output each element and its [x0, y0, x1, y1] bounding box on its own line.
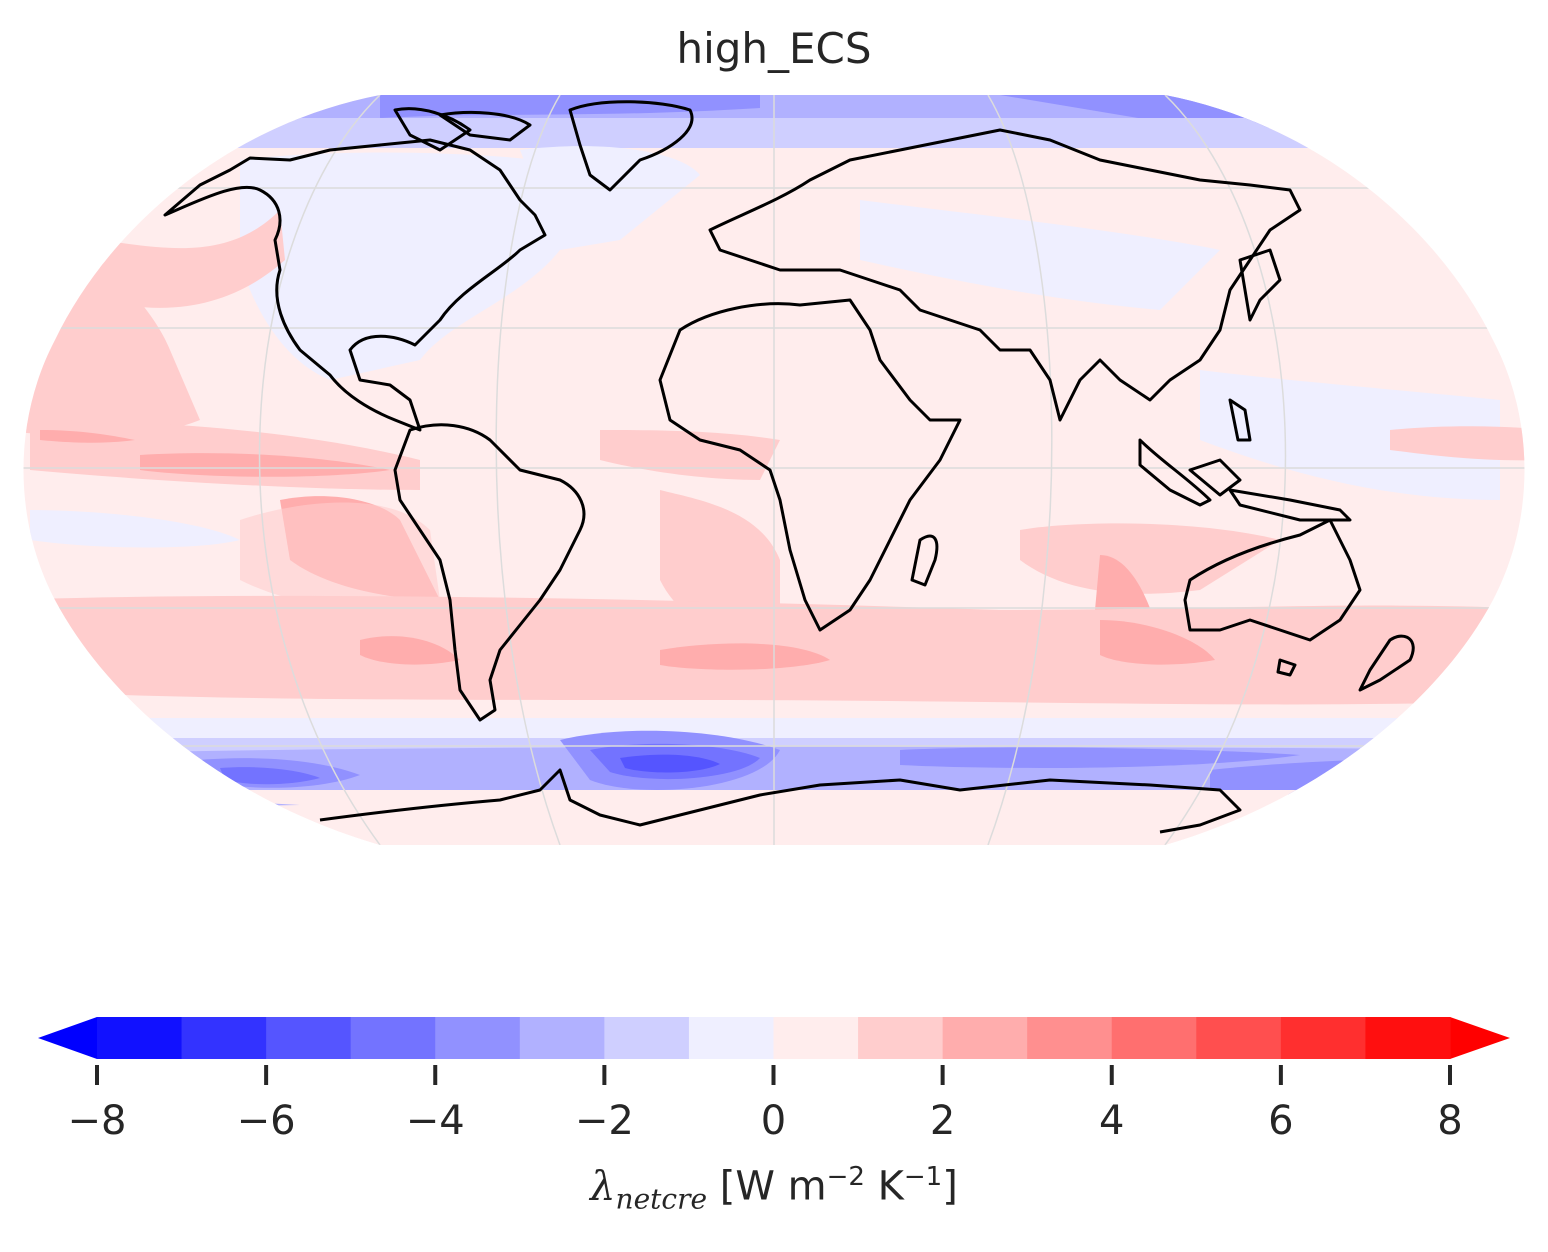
- colorbar: [38, 1017, 1510, 1085]
- colorbar-segment: [181, 1017, 267, 1059]
- colorbar-under-triangle: [38, 1017, 97, 1059]
- coast-north-america: [163, 138, 547, 432]
- colorbar-segment: [519, 1017, 605, 1059]
- colorbar-tick-label: 8: [1437, 1098, 1463, 1144]
- colorbar-segment: [688, 1017, 775, 1059]
- coast-africa: [658, 298, 962, 632]
- colorbar-segment: [1280, 1017, 1367, 1059]
- colorbar-tick-label: 6: [1268, 1098, 1294, 1144]
- coastlines: [163, 100, 1415, 834]
- colorbar-tick-label: −6: [236, 1098, 296, 1144]
- coast-antarctica: [319, 768, 1242, 834]
- coast-europe: [708, 128, 1302, 422]
- colorbar-tick-label: −4: [405, 1098, 465, 1144]
- colorbar-segment: [1365, 1017, 1451, 1059]
- colorbar-tick-label: −2: [574, 1098, 634, 1144]
- colorbar-tick-label: 4: [1099, 1098, 1125, 1144]
- coast-australia: [1183, 518, 1362, 642]
- colorbar-segment: [604, 1017, 690, 1059]
- map-title: high_ECS: [676, 24, 872, 73]
- colorbar-over-triangle: [1450, 1017, 1510, 1059]
- coast-greenland: [568, 100, 694, 192]
- eurasia-region: [860, 200, 1220, 310]
- colorbar-tick-label: −8: [67, 1098, 127, 1144]
- colorbar-segment: [858, 1017, 944, 1059]
- colorbar-segment: [266, 1017, 352, 1059]
- colorbar-segment: [1027, 1017, 1113, 1059]
- colorbar-label: λnetcre [W m−2 K−1]: [590, 1162, 958, 1216]
- robinson-map: [23, 95, 1525, 845]
- colorbar-segment: [942, 1017, 1028, 1059]
- colorbar-segment: [1196, 1017, 1282, 1059]
- colorbar-segment: [773, 1017, 859, 1059]
- colorbar-segment: [350, 1017, 436, 1059]
- colorbar-segment: [435, 1017, 521, 1059]
- colorbar-segment: [97, 1017, 183, 1059]
- colorbar-segment: [1111, 1017, 1197, 1059]
- north-america-region: [240, 152, 560, 380]
- colorbar-tick-label: 2: [929, 1098, 956, 1144]
- coast-south-america: [393, 423, 586, 722]
- colorbar-tick-label: 0: [760, 1098, 787, 1144]
